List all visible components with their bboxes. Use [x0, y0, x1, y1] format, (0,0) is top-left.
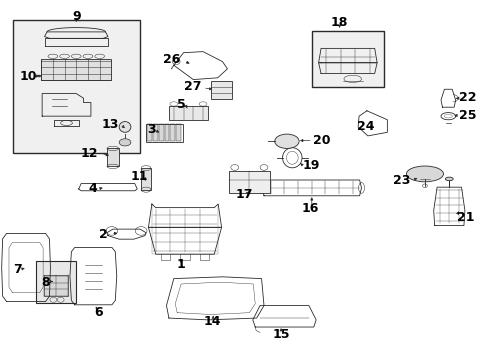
- Bar: [311, 31, 383, 87]
- Text: 15: 15: [272, 328, 289, 341]
- Text: 10: 10: [19, 69, 37, 82]
- Text: 9: 9: [72, 10, 81, 23]
- Text: 25: 25: [458, 109, 476, 122]
- Ellipse shape: [445, 177, 452, 181]
- Text: 8: 8: [41, 276, 50, 289]
- Text: 20: 20: [312, 134, 329, 147]
- Ellipse shape: [274, 134, 299, 148]
- Text: 1: 1: [176, 258, 185, 271]
- Ellipse shape: [119, 122, 131, 132]
- Text: 22: 22: [458, 91, 476, 104]
- Text: 19: 19: [303, 159, 320, 172]
- Bar: [41, 59, 111, 80]
- Text: 3: 3: [147, 123, 156, 136]
- Text: 18: 18: [330, 16, 347, 29]
- Text: 6: 6: [94, 306, 102, 319]
- Text: 2: 2: [99, 228, 108, 241]
- Bar: [107, 148, 119, 166]
- Text: 26: 26: [163, 53, 180, 66]
- Text: 21: 21: [456, 211, 473, 224]
- Bar: [176, 125, 181, 140]
- Text: 4: 4: [88, 183, 97, 195]
- Bar: [228, 171, 269, 193]
- Bar: [145, 124, 182, 141]
- Bar: [13, 21, 140, 153]
- Text: 14: 14: [203, 315, 221, 328]
- Bar: [147, 125, 152, 140]
- Bar: [158, 125, 163, 140]
- Bar: [168, 107, 207, 120]
- Bar: [170, 125, 175, 140]
- Text: 24: 24: [356, 120, 373, 133]
- Text: 5: 5: [176, 98, 185, 111]
- Ellipse shape: [406, 166, 443, 182]
- Bar: [43, 275, 68, 296]
- Text: 7: 7: [13, 263, 21, 276]
- Ellipse shape: [119, 139, 131, 146]
- Bar: [36, 261, 76, 303]
- Text: 13: 13: [101, 118, 119, 131]
- Text: 12: 12: [81, 147, 98, 159]
- Text: 27: 27: [183, 80, 201, 93]
- Bar: [153, 125, 158, 140]
- Text: 17: 17: [235, 188, 253, 201]
- Text: 23: 23: [392, 174, 409, 186]
- Bar: [164, 125, 169, 140]
- Bar: [141, 168, 151, 190]
- Bar: [210, 81, 232, 99]
- Text: 11: 11: [131, 170, 148, 183]
- Text: 16: 16: [301, 202, 318, 215]
